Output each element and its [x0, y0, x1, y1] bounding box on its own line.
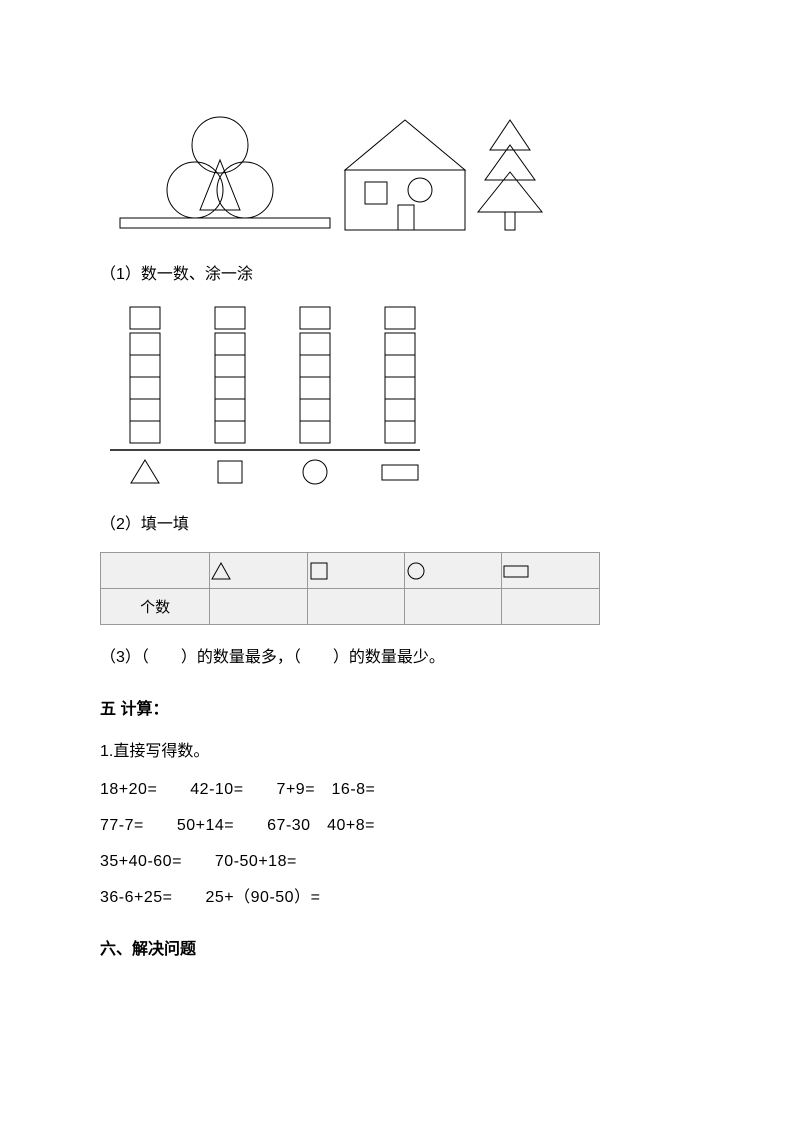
- question-3-label: （3）（ ）的数量最多，（ ）的数量最少。: [100, 643, 700, 667]
- table-header-circle: [405, 553, 502, 589]
- calc-sub-heading: 1.直接写得数。: [100, 737, 700, 761]
- shapes-picture: [100, 90, 700, 240]
- table-row: [101, 553, 600, 589]
- table-row-label: 个数: [101, 589, 210, 625]
- table-cell-rect: [502, 589, 600, 625]
- bar-chart-svg: [100, 302, 430, 492]
- table-cell-triangle: [210, 589, 307, 625]
- fill-table: 个数: [100, 552, 600, 625]
- table-header-triangle: [210, 553, 307, 589]
- question-1-label: （1）数一数、涂一涂: [100, 260, 700, 284]
- table-header-square: [307, 553, 404, 589]
- table-cell-square: [307, 589, 404, 625]
- bar-chart: [100, 302, 700, 492]
- section-6-heading: 六、解决问题: [100, 935, 700, 959]
- shapes-svg: [100, 90, 560, 240]
- table-row: 个数: [101, 589, 600, 625]
- question-2-label: （2）填一填: [100, 510, 700, 534]
- calc-line-3: 35+40-60= 70-50+18=: [100, 847, 700, 871]
- section-5-heading: 五 计算：: [100, 695, 700, 719]
- table-header-rect: [502, 553, 600, 589]
- table-header-empty: [101, 553, 210, 589]
- calc-line-2: 77-7= 50+14= 67-30 40+8=: [100, 811, 700, 835]
- calc-line-4: 36-6+25= 25+（90-50）=: [100, 883, 700, 907]
- table-cell-circle: [405, 589, 502, 625]
- calc-line-1: 18+20= 42-10= 7+9= 16-8=: [100, 775, 700, 799]
